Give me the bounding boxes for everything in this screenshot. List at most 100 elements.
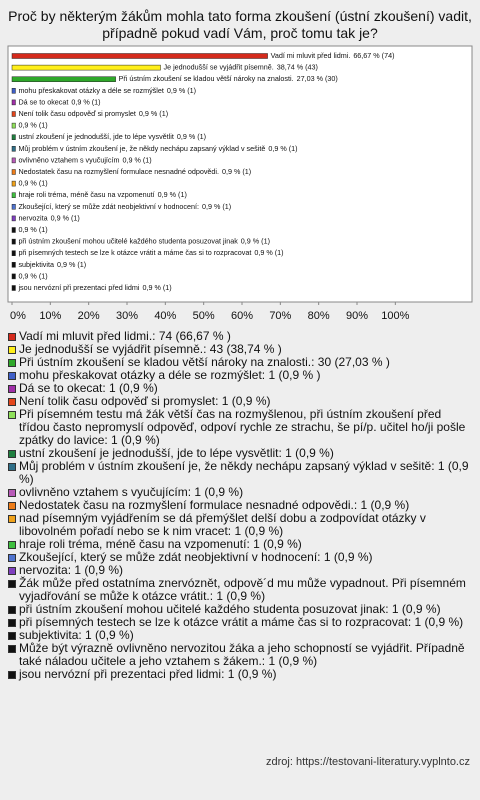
legend-swatch [8,632,16,640]
bar-label: mohu přeskakovat otázky a déle se rozmýš… [18,86,196,95]
value-label: 0,9 % (1) [158,190,187,199]
value-label: 0,9 % (1) [202,202,231,211]
bar-label: nervozita 0,9 % (1) [18,213,79,222]
bar-label: ovlivněno vztahem s vyučujícím 0,9 % (1) [18,155,151,164]
bar [11,88,16,94]
bar-label: Vadí mi mluvit před lidmi. 66,67 % (74) [271,51,395,60]
legend-swatch [8,619,16,627]
bar [11,250,16,256]
value-label: 0,9 % (1) [123,155,152,164]
value-label: 0,9 % (1) [143,283,172,292]
legend-swatch [8,398,16,406]
bar [11,238,16,245]
legend-label: jsou nervózní při prezentaci před lidmi:… [19,667,277,681]
bar-label: 0,9 % (1) [18,225,47,234]
category-label: Není tolik času odpověď si promyslet [18,109,135,118]
legend-item: Můj problém v ústním zkoušení je, že něk… [8,460,474,486]
bar-label: hraje roli tréma, méně času na vzpomenut… [18,190,186,199]
bar-label: jsou nervózní při prezentaci před lidmi 0… [17,283,171,292]
legend-item: Nedostatek času na rozmyšlení formulace … [8,499,474,512]
legend-item: Při písemném testu má žák větší čas na r… [8,408,474,447]
legend-item: Vadí mi mluvit před lidmi.: 74 (66,67 % … [8,330,474,343]
value-label: 0,9 % (1) [167,86,196,95]
category-label: subjektivita [18,260,54,269]
legend-item: ustní zkoušení je jednodušší, jde to lép… [8,447,474,460]
bar-label: při ústním zkoušení mohou učitelé každéh… [18,237,270,246]
category-label: Dá se to okecat [18,97,68,106]
legend-swatch [8,502,16,510]
x-tick-label: 10% [39,310,61,322]
bar [11,273,16,280]
bar-label: subjektivita 0,9 % (1) [18,260,86,269]
legend-item: při písemných testech se lze k otázce vr… [8,616,474,629]
category-label: při ústním zkoušení mohou učitelé každéh… [18,237,238,246]
bar [11,204,16,210]
bar [11,111,16,117]
legend-label: Při písemném testu má žák větší čas na r… [19,407,466,447]
legend-item: Zkoušející, který se může zdát neobjekti… [8,551,474,564]
value-label: 0,9 % (1) [51,213,80,222]
legend-label: nervozita: 1 (0,9 %) [19,563,124,577]
bar [11,76,116,82]
source: zdroj: https://testovani-literatury.vypl… [266,756,470,768]
legend-item: Žák může před ostatníma znervóznět, odpo… [8,577,474,603]
bar-label: Můj problém v ústním zkoušení je, že něk… [18,144,297,153]
x-tick-label: 70% [269,310,291,322]
legend-item: hraje roli tréma, méně času na vzpomenut… [8,538,474,551]
value-label: 0,9 % (1) [18,225,47,234]
bar [11,157,16,164]
legend-swatch [8,385,16,393]
legend-label: Při ústním zkoušení se kladou větší náro… [19,355,390,369]
chart-title: Proč by některým žákům mohla tato forma … [8,8,472,41]
x-tick-label: 50% [193,310,215,322]
bar [11,227,16,233]
x-tick-label: 80% [308,310,330,322]
bar-label: Je jednodušší se vyjádřit písemně. 38,74 … [164,63,318,72]
legend-item: Dá se to okecat: 1 (0,9 %) [8,382,474,395]
legend-label: Dá se to okecat: 1 (0,9 %) [19,381,158,395]
category-label: ustní zkoušení je jednodušší, jde to lép… [18,132,173,141]
value-label: 0,9 % (1) [71,97,100,106]
legend-label: mohu přeskakovat otázky a déle se rozmýš… [19,368,321,382]
legend-label: Vadí mi mluvit před lidmi.: 74 (66,67 % … [19,329,231,343]
category-label: Vadí mi mluvit před lidmi. [271,51,351,60]
legend-swatch [8,359,16,367]
legend-label: Žák může před ostatníma znervóznět, odpo… [19,576,466,603]
category-label: Při ústním zkoušení se kladou větší náro… [119,74,294,83]
value-label: 0,9 % (1) [18,121,47,130]
category-label: nervozita [18,213,47,222]
x-tick-label: 40% [154,310,176,322]
legend-label: ovlivněno vztahem s vyučujícím: 1 (0,9 %… [19,485,244,499]
legend-swatch [8,645,16,653]
legend-swatch [8,554,16,562]
x-tick-label: 60% [231,310,253,322]
bar-label: Dá se to okecat 0,9 % (1) [18,97,100,106]
chart: 0% 10% 20% 30% 40% 50% 60% 70% 80% 90% 100% Vadí mi… [7,45,473,322]
legend-item: mohu přeskakovat otázky a déle se rozmýš… [8,369,474,382]
legend-label: hraje roli tréma, méně času na vzpomenut… [19,537,302,551]
value-label: 0,9 % (1) [177,132,206,141]
bar [11,180,16,187]
value-label: 0,9 % (1) [241,237,270,246]
legend-swatch [8,411,16,419]
legend-item: Není tolik času odpověď si promyslet: 1 … [8,395,474,408]
legend-swatch [8,489,16,497]
value-label: 0,9 % (1) [139,109,168,118]
legend-item: nad písemným vyjádřením se dá přemýšlet … [8,512,474,538]
bar [11,64,161,71]
bar [11,99,16,106]
category-label: Je jednodušší se vyjádřit písemně. [164,63,274,72]
legend-swatch [8,515,16,523]
legend-label: nad písemným vyjádřením se dá přemýšlet … [19,511,426,538]
bar [11,53,268,59]
value-label: 0,9 % (1) [18,179,47,188]
legend-label: Můj problém v ústním zkoušení je, že něk… [19,459,469,486]
x-tick-label: 0% [10,310,26,322]
legend-swatch [8,372,16,380]
legend-label: ustní zkoušení je jednodušší, jde to lép… [19,446,334,460]
legend-swatch [8,671,16,679]
x-tick-label: 100% [381,310,409,322]
category-label: při písemných testech se lze k otázce vr… [18,248,251,257]
category-label: mohu přeskakovat otázky a déle se rozmýš… [18,86,163,95]
legend: Vadí mi mluvit před lidmi.: 74 (66,67 % … [8,330,474,681]
